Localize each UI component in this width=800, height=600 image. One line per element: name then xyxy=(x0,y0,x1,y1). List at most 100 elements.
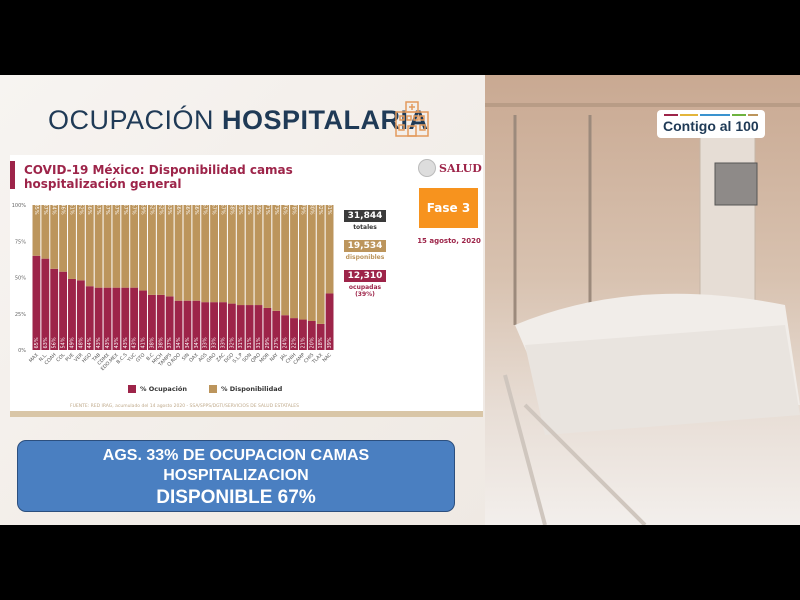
stat-totales: 31,844 totales xyxy=(344,210,386,231)
data-label-ocupacion: 29% xyxy=(265,337,271,348)
bar-disponibilidad xyxy=(130,205,139,288)
chart-title: COVID-19 México: Disponibilidad camas ho… xyxy=(24,163,293,191)
bar-ocupacion xyxy=(254,305,263,350)
y-tick-label: 25% xyxy=(15,312,26,318)
data-label-disponibilidad: 67% xyxy=(219,204,225,215)
x-tick-label: SON xyxy=(241,352,253,364)
bar-ocupacion xyxy=(156,294,165,350)
bar-disponibilidad xyxy=(210,205,219,303)
data-label-disponibilidad: 62% xyxy=(148,204,154,215)
banner-line-3: DISPONIBLE 67% xyxy=(156,487,316,508)
bar-disponibilidad xyxy=(325,205,334,294)
source-note: FUENTE: RED IRAG, acumulado del 14 agost… xyxy=(70,404,299,409)
bar-ocupacion xyxy=(59,271,68,350)
data-label-disponibilidad: 80% xyxy=(308,204,314,215)
bar-ocupacion xyxy=(85,286,94,350)
x-tick-label: AGS xyxy=(197,352,208,363)
bar-ocupacion xyxy=(219,302,227,350)
data-label-disponibilidad: 78% xyxy=(291,204,297,215)
data-label-ocupacion: 32% xyxy=(229,337,235,348)
data-label-ocupacion: 48% xyxy=(78,337,84,348)
stat-ocupadas: 12,310 ocupadas (39%) xyxy=(344,270,386,298)
bar-ocupacion xyxy=(41,258,50,350)
data-label-ocupacion: 37% xyxy=(167,337,173,348)
hospital-icon xyxy=(395,101,429,137)
bar-disponibilidad xyxy=(183,205,192,301)
seal-icon xyxy=(418,159,436,177)
bar-ocupacion xyxy=(183,300,192,350)
data-label-disponibilidad: 57% xyxy=(113,204,119,215)
data-label-ocupacion: 43% xyxy=(114,337,120,348)
bar-ocupacion xyxy=(147,294,156,350)
bar-ocupacion xyxy=(192,300,201,350)
data-label-disponibilidad: 37% xyxy=(42,204,48,215)
bar-ocupacion xyxy=(298,319,307,350)
data-label-ocupacion: 38% xyxy=(149,337,155,348)
y-tick-label: 100% xyxy=(12,203,27,209)
bar-disponibilidad xyxy=(254,205,263,306)
title-light: OCUPACIÓN xyxy=(48,105,215,135)
data-label-disponibilidad: 61% xyxy=(326,204,332,215)
banner-line-2: HOSPITALIZACION xyxy=(163,467,309,484)
x-tick-label: ZAC xyxy=(215,352,227,364)
data-label-ocupacion: 31% xyxy=(256,337,262,348)
data-label-ocupacion: 43% xyxy=(96,337,102,348)
bar-ocupacion xyxy=(201,302,210,350)
data-label-disponibilidad: 44% xyxy=(51,204,57,215)
bar-ocupacion xyxy=(245,305,254,350)
bar-ocupacion xyxy=(130,287,139,350)
data-label-ocupacion: 49% xyxy=(69,337,75,348)
bar-ocupacion xyxy=(290,318,298,350)
bar-disponibilidad xyxy=(103,205,112,288)
bar-ocupacion xyxy=(68,278,76,350)
bar-ocupacion xyxy=(94,287,103,350)
legend-label: % Disponibilidad xyxy=(221,385,283,393)
bar-ocupacion xyxy=(227,303,236,350)
stat-value: 19,534 xyxy=(344,240,386,252)
bar-ocupacion xyxy=(174,300,183,350)
data-label-ocupacion: 41% xyxy=(141,337,147,348)
bar-disponibilidad xyxy=(85,205,94,287)
data-label-disponibilidad: 69% xyxy=(237,204,243,215)
bar-disponibilidad xyxy=(165,205,174,297)
data-label-ocupacion: 56% xyxy=(52,337,58,348)
bar-disponibilidad xyxy=(272,205,281,311)
chart-panel: COVID-19 México: Disponibilidad camas ho… xyxy=(10,155,483,417)
data-label-ocupacion: 38% xyxy=(158,337,164,348)
bar-disponibilidad xyxy=(59,205,68,272)
bar-disponibilidad xyxy=(236,205,245,306)
data-label-ocupacion: 20% xyxy=(309,337,315,348)
data-label-disponibilidad: 57% xyxy=(104,204,110,215)
data-label-disponibilidad: 57% xyxy=(131,204,137,215)
data-label-ocupacion: 44% xyxy=(87,337,93,348)
x-tick-label: NAC xyxy=(322,352,334,364)
banner-line-1: AGS. 33% DE OCUPACION CAMAS xyxy=(102,447,370,464)
bar-disponibilidad xyxy=(307,205,316,321)
data-label-disponibilidad: 73% xyxy=(273,204,279,215)
x-tick-label: MAX xyxy=(28,352,40,364)
data-label-disponibilidad: 67% xyxy=(202,204,208,215)
data-label-ocupacion: 33% xyxy=(203,337,209,348)
data-label-disponibilidad: 67% xyxy=(211,204,217,215)
x-tick-label: PUE xyxy=(64,352,75,363)
bar-disponibilidad xyxy=(156,205,165,295)
data-label-disponibilidad: 35% xyxy=(33,204,39,215)
data-label-disponibilidad: 57% xyxy=(95,204,101,215)
data-label-disponibilidad: 82% xyxy=(317,204,323,215)
stat-value: 12,310 xyxy=(344,270,386,282)
bar-disponibilidad xyxy=(112,205,121,288)
legend-swatch xyxy=(209,385,217,393)
salud-text: SALUD xyxy=(439,161,482,175)
bar-ocupacion xyxy=(50,268,59,350)
logo-text: Contigo al 100 xyxy=(663,118,759,134)
bar-ocupacion xyxy=(112,287,121,350)
bar-ocupacion xyxy=(272,310,281,350)
data-label-disponibilidad: 46% xyxy=(60,204,66,215)
accent-bar xyxy=(10,161,15,189)
bar-disponibilidad xyxy=(281,205,290,316)
data-label-ocupacion: 33% xyxy=(212,337,218,348)
bar-ocupacion xyxy=(281,315,290,350)
phase-badge: Fase 3 xyxy=(419,188,478,228)
data-label-ocupacion: 63% xyxy=(43,337,49,348)
data-label-ocupacion: 43% xyxy=(132,337,138,348)
